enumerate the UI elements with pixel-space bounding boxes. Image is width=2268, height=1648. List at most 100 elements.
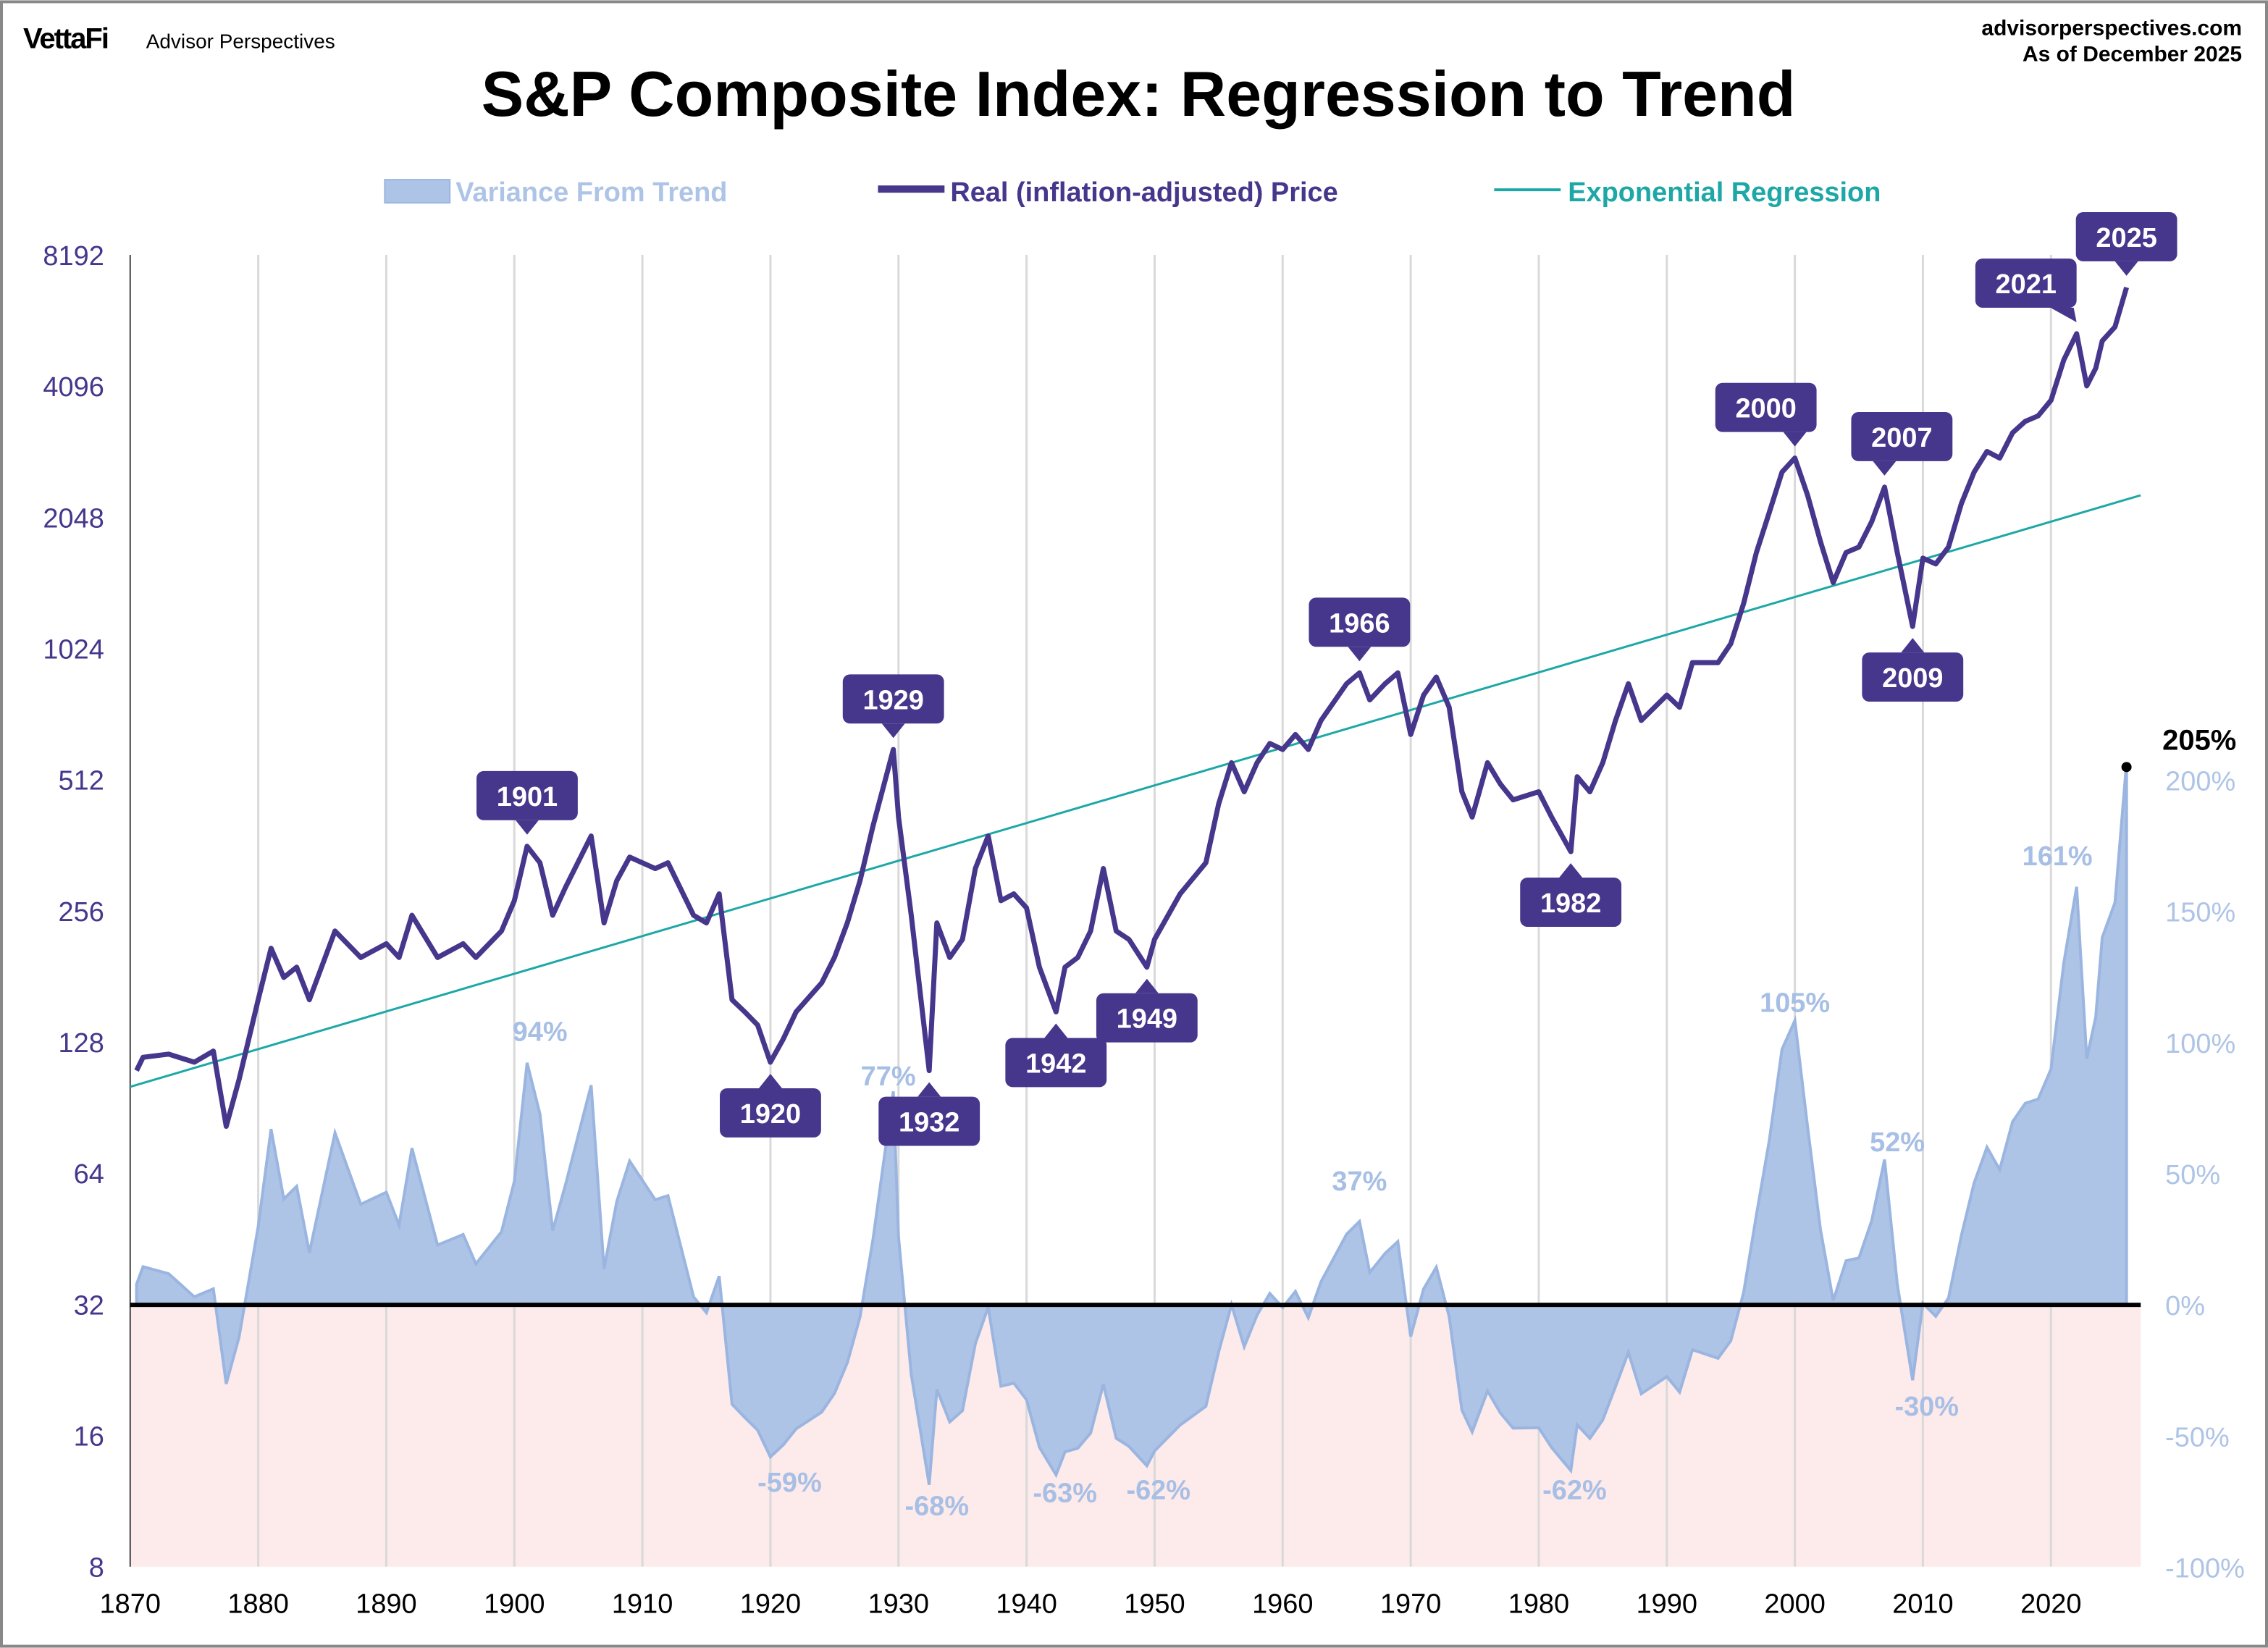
x-tick-label: 1930	[868, 1589, 929, 1620]
callout-label-1966: 1966	[1329, 608, 1390, 639]
variance-label: 52%	[1870, 1127, 1925, 1158]
callout-label-1942: 1942	[1025, 1048, 1086, 1079]
legend-label-regression: Exponential Regression	[1568, 177, 1881, 208]
callout-label-2007: 2007	[1871, 423, 1932, 453]
variance-label: 94%	[513, 1017, 568, 1048]
callout-pointer	[1135, 978, 1159, 993]
callout-box	[1520, 878, 1622, 927]
brand-logo: VettaFi	[23, 22, 108, 54]
callout-box	[476, 770, 578, 820]
callout-pointer	[1873, 461, 1897, 476]
x-tick-label: 1900	[484, 1589, 545, 1620]
callout-label-1901: 1901	[497, 782, 558, 812]
x-tick-label: 2010	[1892, 1589, 1953, 1620]
callout-label-1920: 1920	[740, 1099, 801, 1130]
x-tick-label: 1870	[100, 1589, 161, 1620]
callout-pointer	[1783, 432, 1807, 447]
latest-point	[2121, 762, 2132, 773]
latest-variance-label: 205%	[2162, 724, 2236, 756]
price-line	[134, 286, 2130, 1129]
callout-box	[878, 1096, 980, 1146]
x-tick-label: 1980	[1508, 1589, 1569, 1620]
x-tick-label: 1990	[1637, 1589, 1697, 1620]
y-right-tick-label: 150%	[2165, 898, 2235, 928]
x-tick-label: 1950	[1124, 1589, 1185, 1620]
callout-box	[720, 1088, 821, 1138]
callout-pointer	[1559, 863, 1583, 878]
regression-line	[130, 494, 2141, 1088]
x-tick-label: 2000	[1764, 1589, 1825, 1620]
variance-label: -62%	[1542, 1476, 1607, 1506]
callout-pointer	[1044, 1023, 1068, 1038]
y-right-tick-label: 0%	[2165, 1291, 2205, 1321]
callout-box	[1975, 258, 2077, 308]
legend: Variance From Trend Real (inflation-adju…	[384, 177, 1881, 208]
y-left-tick-label: 32	[74, 1290, 104, 1321]
callout-pointer	[1348, 647, 1372, 662]
variance-label: -63%	[1033, 1478, 1097, 1508]
callout-pointer	[2050, 307, 2077, 322]
x-tick-label: 1960	[1252, 1589, 1313, 1620]
callout-box	[1096, 993, 1198, 1043]
callout-pointer	[881, 723, 905, 739]
callout-pointer	[2114, 261, 2138, 276]
variance-label: -62%	[1126, 1476, 1190, 1506]
as-of-date: As of December 2025	[2023, 42, 2242, 66]
y-left-tick-label: 8	[89, 1553, 104, 1584]
y-left-tick-label: 16	[74, 1422, 104, 1452]
callout-box	[1715, 382, 1817, 432]
legend-label-variance: Variance From Trend	[455, 177, 727, 208]
variance-label: -68%	[905, 1491, 970, 1521]
x-tick-label: 1910	[612, 1589, 673, 1620]
x-tick-label: 1940	[996, 1589, 1057, 1620]
legend-label-price: Real (inflation-adjusted) Price	[950, 177, 1337, 208]
legend-swatch-price	[878, 185, 945, 193]
legend-swatch-variance	[384, 179, 451, 204]
callout-box	[2075, 211, 2177, 261]
variance-label: 77%	[861, 1061, 916, 1092]
site-url: advisorperspectives.com	[1981, 16, 2242, 40]
callout-box	[842, 674, 944, 724]
variance-label: -59%	[757, 1468, 822, 1498]
x-tick-label: 1970	[1380, 1589, 1441, 1620]
x-tick-label: 1920	[740, 1589, 801, 1620]
y-left-tick-label: 4096	[43, 372, 104, 403]
callout-pointer	[758, 1073, 782, 1088]
y-left-tick-label: 64	[74, 1159, 104, 1190]
chart-title: S&P Composite Index: Regression to Trend	[482, 58, 1796, 130]
y-right-tick-label: 200%	[2165, 766, 2235, 796]
callout-label-1932: 1932	[899, 1108, 959, 1138]
y-right-tick-label: 100%	[2165, 1029, 2235, 1059]
legend-swatch-regression	[1494, 188, 1561, 192]
callout-label-2025: 2025	[2096, 223, 2156, 253]
callout-label-2009: 2009	[1882, 663, 1943, 694]
y-left-tick-label: 1024	[43, 634, 104, 665]
callout-label-1929: 1929	[862, 685, 923, 715]
variance-label: 37%	[1332, 1166, 1387, 1197]
callout-box	[1851, 412, 1953, 461]
callout-pointer	[515, 820, 539, 835]
callout-label-2000: 2000	[1735, 394, 1796, 424]
callout-pointer	[917, 1082, 941, 1097]
x-tick-label: 1890	[356, 1589, 416, 1620]
y-right-tick-label: -100%	[2165, 1553, 2245, 1584]
y-left-tick-label: 512	[59, 766, 104, 796]
plot-area: 1870 1880 1890 1900 1910 1920 1930 1940 1950 1960…	[43, 211, 2245, 1620]
callout-label-2021: 2021	[1996, 269, 2057, 300]
callout-box	[1309, 597, 1411, 647]
y-right-tick-label: -50%	[2165, 1422, 2230, 1452]
callout-box	[1862, 652, 1964, 702]
callout-box	[1005, 1038, 1107, 1088]
x-tick-label: 1880	[227, 1589, 288, 1620]
callout-pointer	[1901, 638, 1925, 653]
x-tick-label: 2020	[2020, 1589, 2081, 1620]
variance-label: 161%	[2023, 841, 2093, 872]
y-left-tick-label: 8192	[43, 241, 104, 272]
brand-subtitle: Advisor Perspectives	[146, 30, 335, 52]
variance-label: 105%	[1760, 988, 1830, 1019]
y-right-tick-label: 50%	[2165, 1160, 2220, 1190]
y-left-tick-label: 128	[59, 1028, 104, 1059]
y-left-tick-label: 256	[59, 897, 104, 928]
variance-label: -30%	[1894, 1392, 1959, 1422]
